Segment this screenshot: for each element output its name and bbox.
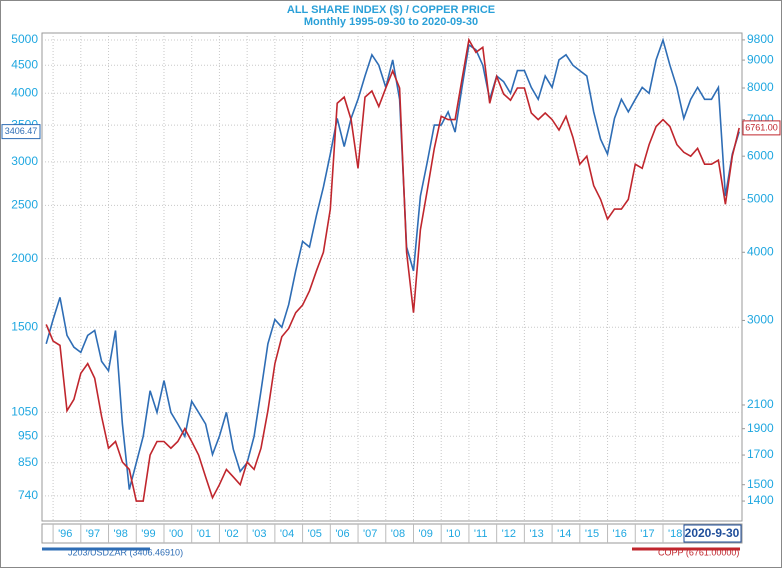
x-tick-label: '18 bbox=[668, 528, 682, 540]
y-tick-label: 1500 bbox=[11, 319, 38, 333]
chart-subtitle: Monthly 1995-09-30 to 2020-09-30 bbox=[304, 16, 478, 28]
x-tick-label: '15 bbox=[585, 528, 599, 540]
legend-label: J203/USDZAR (3406.46910) bbox=[68, 547, 183, 557]
series-line bbox=[45, 37, 740, 502]
y2-tick-label: 1400 bbox=[747, 493, 774, 507]
y-tick-label: 4000 bbox=[11, 85, 38, 99]
y2-tick-label: 4000 bbox=[747, 244, 774, 258]
y2-tick-label: 1900 bbox=[747, 421, 774, 435]
y-tick-label: 850 bbox=[18, 455, 38, 469]
x-tick-label: '04 bbox=[280, 528, 294, 540]
x-tick-label: '12 bbox=[502, 528, 516, 540]
x-tick-label: '96 bbox=[58, 528, 72, 540]
x-tick-label: '03 bbox=[252, 528, 266, 540]
x-tick-label: '02 bbox=[224, 528, 238, 540]
end-date-box bbox=[683, 524, 742, 543]
plot-area bbox=[41, 32, 743, 522]
y-tick-label: 5000 bbox=[11, 32, 38, 46]
x-tick-label: '01 bbox=[197, 528, 211, 540]
y2-tick-label: 5000 bbox=[747, 192, 774, 206]
chart-title: ALL SHARE INDEX ($) / COPPER PRICE bbox=[287, 4, 495, 16]
x-tick-label: '17 bbox=[640, 528, 654, 540]
y-tick-label: 2500 bbox=[11, 198, 38, 212]
x-tick-label: '06 bbox=[335, 528, 349, 540]
end-value-label: 3406.47 bbox=[5, 126, 38, 136]
y-tick-label: 4500 bbox=[11, 57, 38, 71]
end-value-label: 6761.00 bbox=[745, 122, 778, 132]
end-value-box bbox=[1, 124, 41, 140]
y-tick-label: 950 bbox=[18, 428, 38, 442]
x-tick-label: '05 bbox=[308, 528, 322, 540]
y2-tick-label: 1500 bbox=[747, 477, 774, 491]
x-tick-label: '13 bbox=[529, 528, 543, 540]
y2-tick-label: 1700 bbox=[747, 447, 774, 461]
x-tick-label: '11 bbox=[474, 528, 488, 540]
x-axis-strip bbox=[41, 523, 743, 544]
x-tick-label: '07 bbox=[363, 528, 377, 540]
y2-tick-label: 6000 bbox=[747, 148, 774, 162]
y2-tick-label: 2100 bbox=[747, 397, 774, 411]
y-tick-label: 3000 bbox=[11, 154, 38, 168]
x-tick-label: '99 bbox=[141, 528, 155, 540]
x-tick-label: '08 bbox=[391, 528, 405, 540]
y2-tick-label: 9800 bbox=[747, 32, 774, 46]
x-tick-label: '00 bbox=[169, 528, 183, 540]
y-tick-label: 740 bbox=[18, 488, 38, 502]
series-line bbox=[45, 37, 740, 490]
x-tick-label: '10 bbox=[446, 528, 460, 540]
x-tick-label: '09 bbox=[418, 528, 432, 540]
x-tick-label: '16 bbox=[613, 528, 627, 540]
end-value-box bbox=[742, 120, 781, 136]
y-tick-label: 2000 bbox=[11, 251, 38, 265]
x-tick-label: '14 bbox=[557, 528, 571, 540]
y2-tick-label: 9000 bbox=[747, 52, 774, 66]
legend-label: COPP (6761.00000) bbox=[658, 547, 739, 557]
y2-tick-label: 8000 bbox=[747, 80, 774, 94]
x-tick-label: '97 bbox=[86, 528, 100, 540]
x-tick-label: '98 bbox=[114, 528, 128, 540]
y2-tick-label: 3000 bbox=[747, 313, 774, 327]
y-tick-label: 1050 bbox=[11, 405, 38, 419]
end-date-label: 2020-9-30 bbox=[685, 526, 740, 540]
